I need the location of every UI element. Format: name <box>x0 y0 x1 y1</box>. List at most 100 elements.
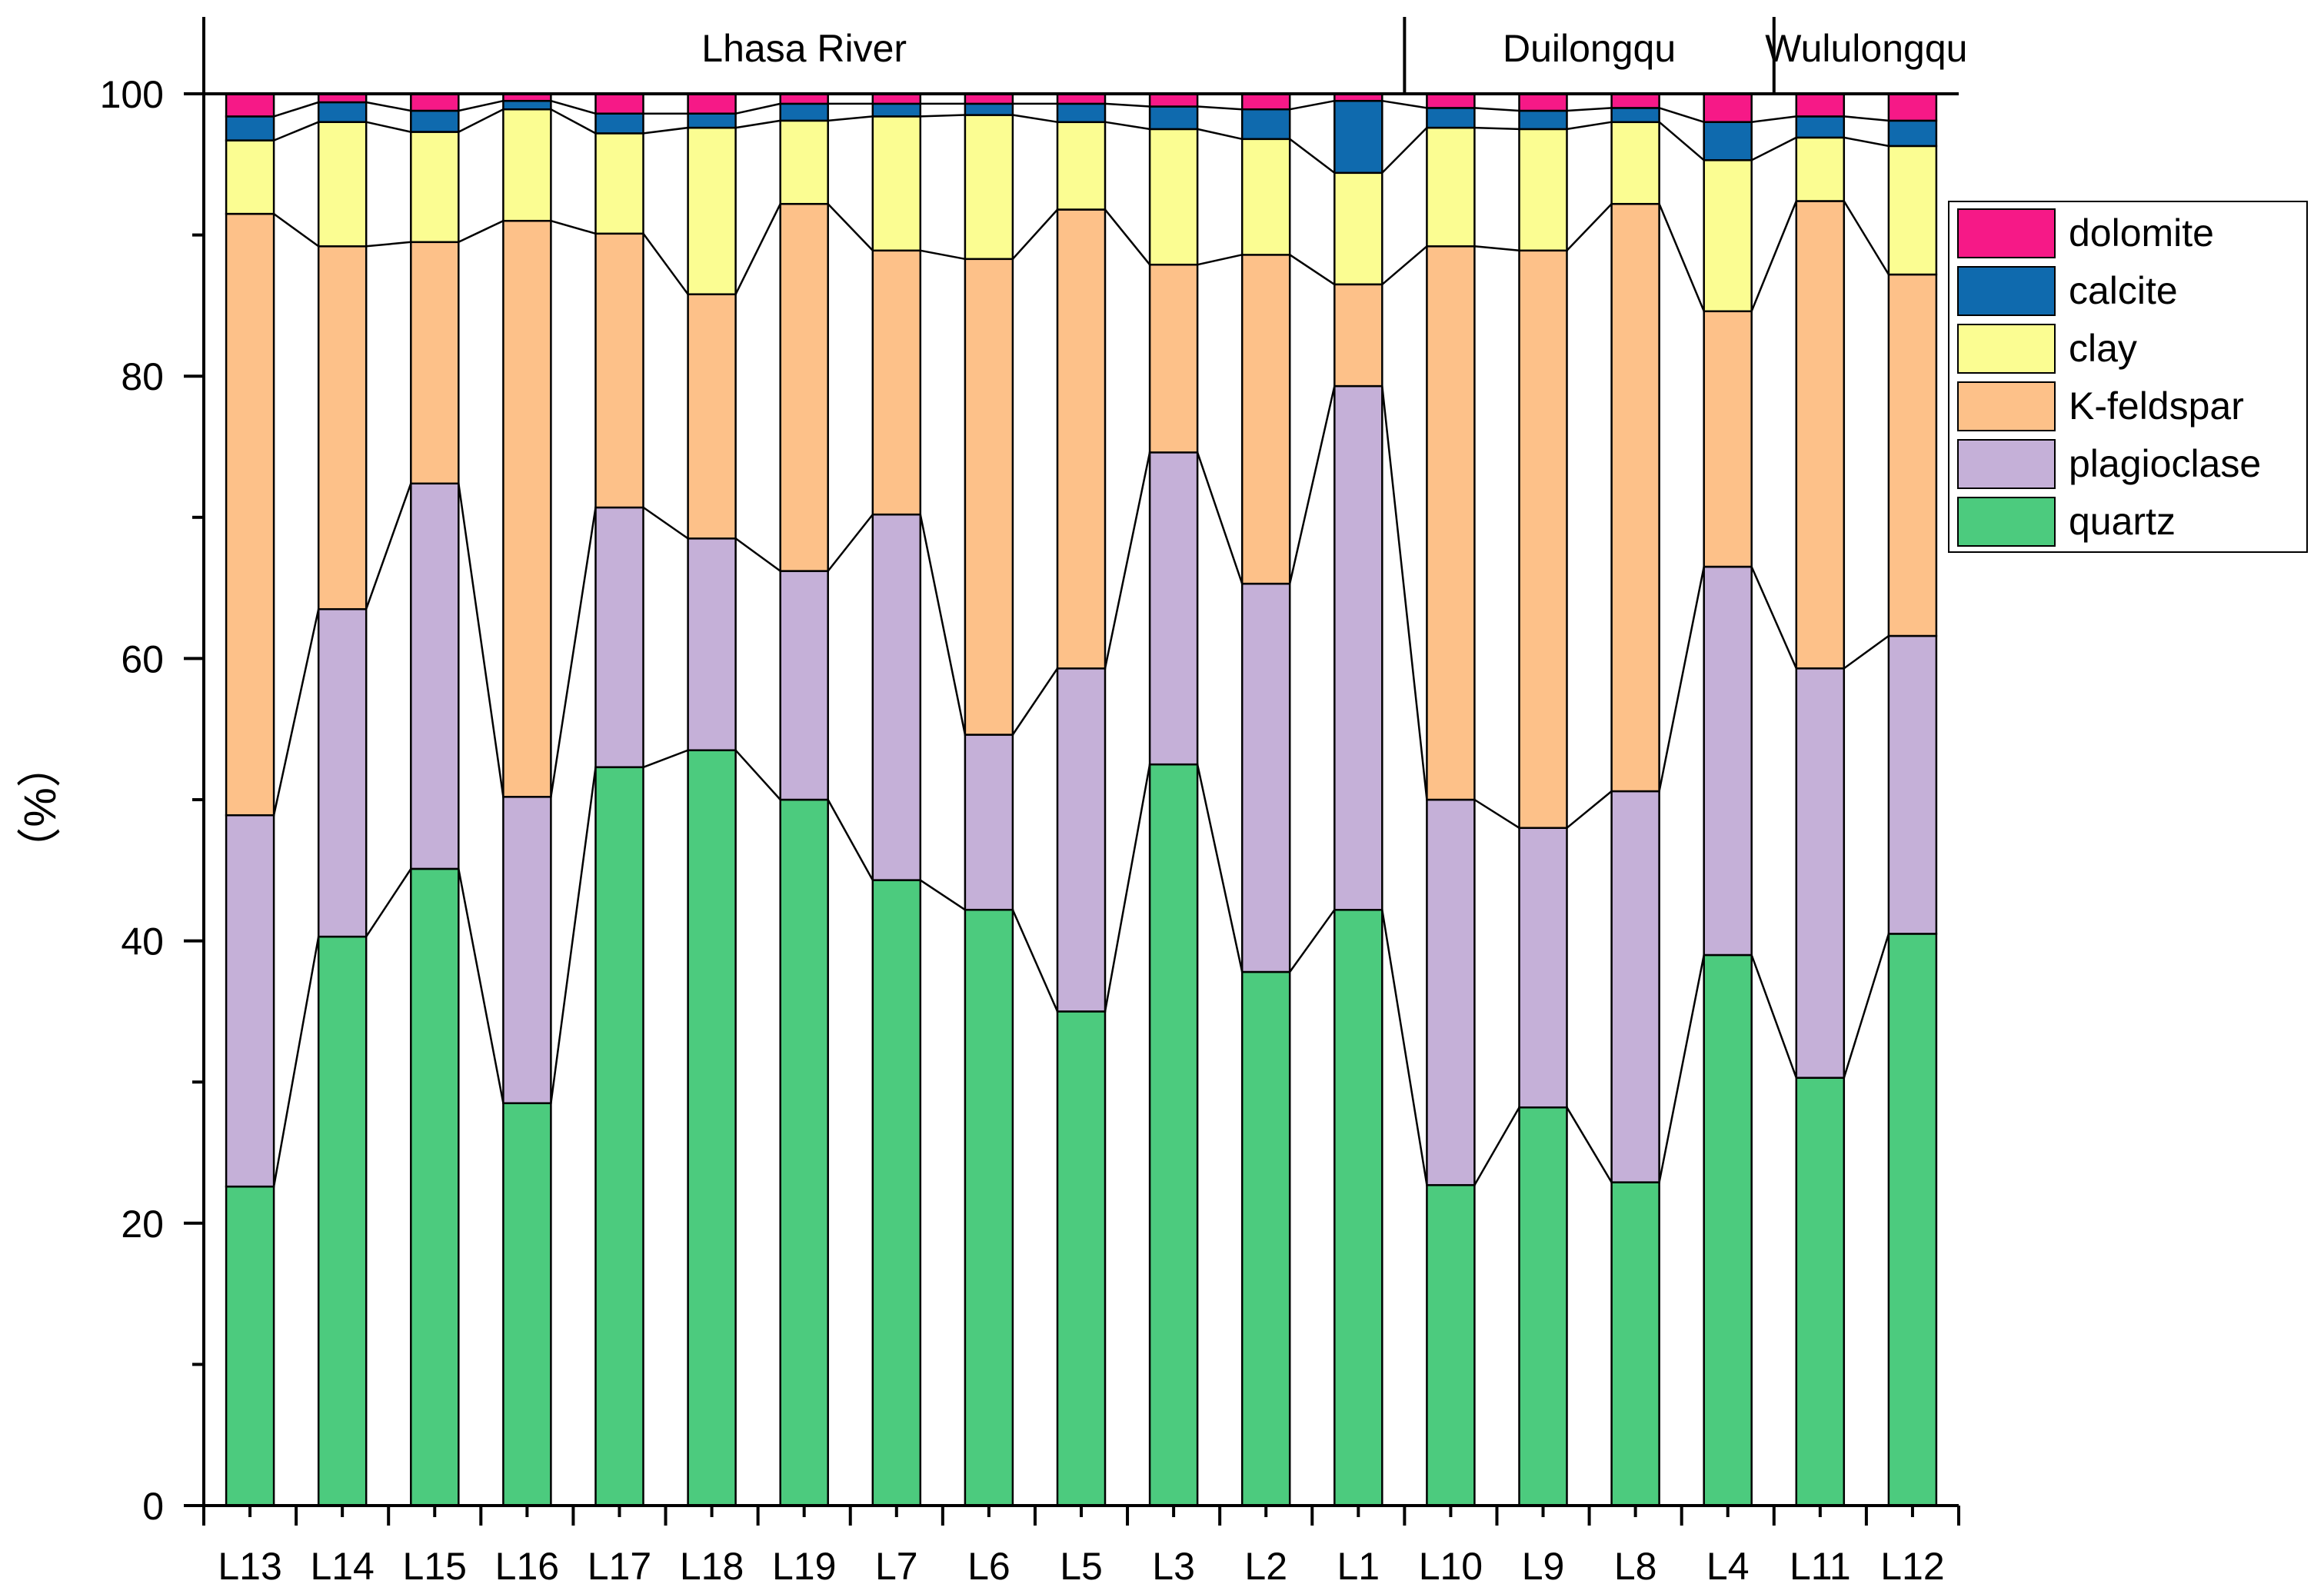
connector-k-feldspar-1 <box>366 241 411 248</box>
bar-k-feldspar-L14 <box>317 245 368 611</box>
bar-calcite-L1 <box>1333 99 1383 175</box>
bar-k-feldspar-L15 <box>410 241 460 485</box>
bar-plagioclase-L4 <box>1703 565 1753 957</box>
y-tick-label-100: 100 <box>100 73 164 116</box>
connector-k-feldspar-6 <box>827 203 874 251</box>
connector-plagioclase-15 <box>1658 566 1705 792</box>
bar-dolomite-L3 <box>1148 92 1199 108</box>
bar-dolomite-L8 <box>1610 92 1660 109</box>
legend-swatch-k-feldspar <box>1957 381 2056 431</box>
x-tick-label-L3: L3 <box>1152 1545 1195 1588</box>
connector-clay-2 <box>458 108 504 133</box>
group-label-duilongqu: Duilongqu <box>1503 27 1676 70</box>
connector-calcite-2 <box>458 99 504 112</box>
legend-swatch-quartz <box>1957 497 2056 547</box>
connector-calcite-17 <box>1843 115 1889 122</box>
bar-clay-L2 <box>1240 138 1291 256</box>
bar-dolomite-L11 <box>1795 92 1846 118</box>
connector-k-feldspar-8 <box>1011 208 1058 260</box>
connector-clay-1 <box>365 121 411 133</box>
connector-clay-17 <box>1843 136 1889 148</box>
connector-calcite-13 <box>1474 107 1520 112</box>
connector-calcite-14 <box>1567 107 1612 112</box>
bar-quartz-L10 <box>1426 1183 1476 1507</box>
legend-swatch-calcite <box>1957 266 2056 316</box>
bar-calcite-L14 <box>317 101 368 123</box>
group-label-wululongqu: Wululongqu <box>1765 27 1967 70</box>
connector-plagioclase-17 <box>1843 634 1889 670</box>
bar-clay-L6 <box>964 114 1014 261</box>
bar-plagioclase-L13 <box>225 814 275 1188</box>
connector-k-feldspar-4 <box>642 233 689 295</box>
bar-calcite-L19 <box>779 102 829 122</box>
bar-clay-L15 <box>410 131 460 244</box>
legend-box <box>1948 201 2308 553</box>
bar-k-feldspar-L6 <box>964 258 1014 736</box>
bar-quartz-L19 <box>779 798 829 1507</box>
connector-clay-12 <box>1381 127 1428 174</box>
bar-dolomite-L10 <box>1426 92 1476 109</box>
bar-quartz-L12 <box>1887 933 1938 1507</box>
bar-k-feldspar-L12 <box>1887 273 1938 637</box>
connector-quartz-0 <box>272 936 320 1187</box>
x-tick-label-L11: L11 <box>1790 1545 1851 1588</box>
bar-quartz-L14 <box>317 935 368 1507</box>
connector-k-feldspar-12 <box>1381 245 1428 285</box>
connector-k-feldspar-13 <box>1474 245 1520 252</box>
connector-quartz-3 <box>550 767 597 1103</box>
bar-clay-L5 <box>1056 121 1107 211</box>
bar-k-feldspar-L7 <box>871 249 922 516</box>
connector-clay-6 <box>827 115 873 122</box>
x-tick-label-L6: L6 <box>967 1545 1011 1588</box>
bar-clay-L17 <box>594 132 644 235</box>
connector-k-feldspar-16 <box>1750 201 1797 312</box>
connector-k-feldspar-14 <box>1566 203 1613 251</box>
bar-quartz-L11 <box>1795 1077 1846 1507</box>
bar-clay-L9 <box>1518 128 1568 252</box>
connector-plagioclase-4 <box>642 506 689 540</box>
connector-calcite-10 <box>1197 105 1243 111</box>
legend-swatch-clay <box>1957 324 2056 374</box>
x-tick-label-L18: L18 <box>680 1545 744 1588</box>
bar-plagioclase-L12 <box>1887 634 1938 935</box>
bar-k-feldspar-L11 <box>1795 200 1846 670</box>
bar-calcite-L8 <box>1610 107 1660 124</box>
bar-quartz-L6 <box>964 908 1014 1507</box>
bar-clay-L12 <box>1887 145 1938 276</box>
bar-k-feldspar-L17 <box>594 232 644 509</box>
bar-clay-L8 <box>1610 121 1660 205</box>
legend-label-calcite: calcite <box>2069 269 2178 312</box>
connector-clay-9 <box>1104 121 1150 131</box>
connector-k-feldspar-10 <box>1197 254 1243 266</box>
x-tick-label-L9: L9 <box>1522 1545 1565 1588</box>
y-tick-label-20: 20 <box>121 1203 164 1246</box>
connector-plagioclase-7 <box>919 514 967 735</box>
connector-plagioclase-2 <box>458 483 504 797</box>
x-tick-label-L1: L1 <box>1337 1545 1380 1588</box>
bar-dolomite-L9 <box>1518 92 1568 112</box>
connector-clay-7 <box>920 114 965 118</box>
bar-calcite-L3 <box>1148 105 1199 131</box>
connector-plagioclase-1 <box>365 483 412 610</box>
bar-quartz-L3 <box>1148 763 1199 1507</box>
connector-calcite-3 <box>551 99 596 115</box>
bar-k-feldspar-L9 <box>1518 249 1568 829</box>
y-tick-label-0: 0 <box>142 1485 164 1528</box>
connector-quartz-5 <box>734 749 781 800</box>
bar-clay-L7 <box>871 115 922 252</box>
connector-k-feldspar-5 <box>734 203 781 295</box>
x-tick-label-L17: L17 <box>588 1545 651 1588</box>
connector-k-feldspar-17 <box>1843 200 1889 275</box>
x-tick-label-L19: L19 <box>772 1545 836 1588</box>
bar-clay-L19 <box>779 119 829 205</box>
bar-quartz-L4 <box>1703 953 1753 1507</box>
connector-plagioclase-10 <box>1196 451 1244 584</box>
connector-quartz-13 <box>1473 1106 1520 1186</box>
connector-quartz-6 <box>827 799 874 881</box>
bar-clay-L14 <box>317 121 368 248</box>
connector-plagioclase-5 <box>734 537 781 572</box>
bar-calcite-L17 <box>594 112 644 135</box>
legend-label-quartz: quartz <box>2069 500 2176 543</box>
bar-plagioclase-L1 <box>1333 384 1383 911</box>
